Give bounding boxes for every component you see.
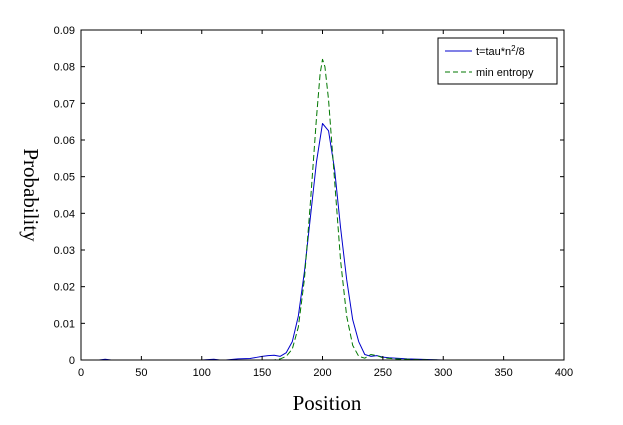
x-tick-label-1: 50 [135,367,147,379]
legend-entry-series-2: min entropy [476,67,534,79]
x-tick-label-2: 100 [193,367,211,379]
legend-box [437,37,558,85]
x-tick-label-3: 150 [253,367,271,379]
x-tick-label-7: 350 [494,367,512,379]
legend-entry-series-1: t=tau*n2/8 [476,44,525,59]
plot-area-background [81,30,564,360]
y-axis-ticks: 0 0.01 0.02 0.03 0.04 0.05 0.06 0.07 0.08 0.09 [54,25,564,367]
y-tick-label-8: 0.08 [54,62,75,74]
plot-area [81,30,564,360]
x-tick-label-0: 0 [78,367,84,379]
y-tick-label-6: 0.06 [54,135,75,147]
y-axis-label: Probability [19,148,43,242]
legend-entry-series-1-tail: /8 [516,46,525,58]
y-tick-label-4: 0.04 [54,208,75,220]
x-axis-ticks: 0 50 100 150 200 250 300 350 400 [78,30,573,379]
x-tick-label-5: 250 [374,367,392,379]
series-line-2 [81,58,564,361]
x-axis-label: Position [293,391,362,415]
legend-entry-series-2-main: min entropy [476,67,534,79]
legend-entry-series-1-main: t=tau*n [476,46,511,58]
x-tick-label-4: 200 [313,367,331,379]
x-tick-label-6: 300 [434,367,452,379]
legend: t=tau*n2/8 min entropy [437,37,558,85]
series-line-1 [81,123,564,361]
y-tick-label-9: 0.09 [54,25,75,37]
y-tick-label-5: 0.05 [54,172,75,184]
series-layer [81,58,564,361]
y-tick-label-3: 0.03 [54,245,75,257]
x-tick-label-8: 400 [555,367,573,379]
y-tick-label-0: 0 [69,355,75,367]
y-tick-label-1: 0.01 [54,318,75,330]
y-tick-label-7: 0.07 [54,98,75,110]
y-tick-label-2: 0.02 [54,282,75,294]
legend-entry-series-1-sup: 2 [511,44,516,53]
